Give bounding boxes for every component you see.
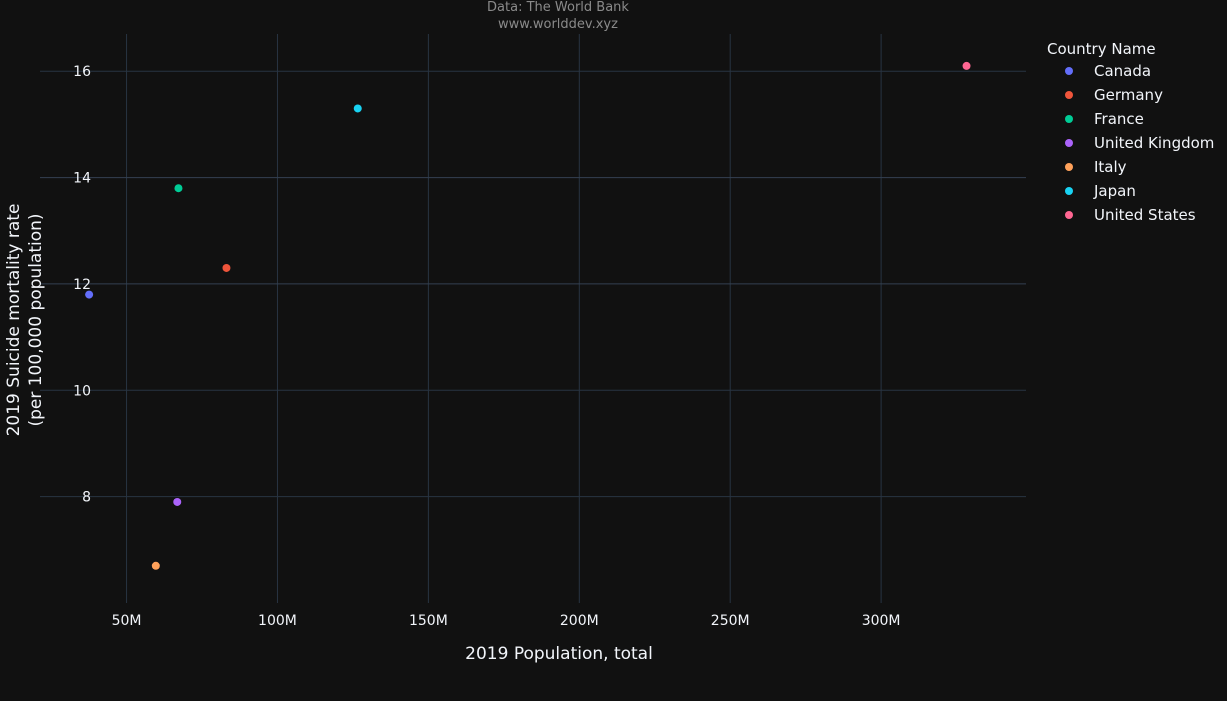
x-tick-label: 50M [112,613,142,629]
y-axis-title-line-1: 2019 Suicide mortality rate [4,204,24,437]
source-annotation-line-1: Data: The World Bank [487,0,629,15]
data-points [85,61,971,570]
y-tick-label: 16 [73,64,91,80]
legend-marker [1065,211,1073,219]
legend-item-united-kingdom[interactable]: United Kingdom [1065,134,1214,152]
data-point-france[interactable] [174,184,183,193]
legend-item-france[interactable]: France [1065,110,1144,128]
data-point-italy[interactable] [151,561,160,570]
x-tick-label: 300M [862,613,901,629]
legend-item-italy[interactable]: Italy [1065,158,1127,176]
legend-item-canada[interactable]: Canada [1065,62,1151,80]
data-point-united-kingdom[interactable] [173,497,182,506]
data-point-united-states[interactable] [962,61,971,70]
y-axis-title-line-2: (per 100,000 population) [26,213,46,426]
data-point-canada[interactable] [85,290,94,299]
legend-label: Japan [1093,182,1136,200]
x-axis-title: 2019 Population, total [465,644,653,664]
y-tick-label: 10 [73,383,91,399]
source-annotation-line-2: www.worlddev.xyz [498,17,618,32]
legend-marker [1065,163,1073,171]
legend-label: United Kingdom [1094,134,1214,152]
legend-label: Italy [1094,158,1127,176]
y-axis-title: 2019 Suicide mortality rate (per 100,000… [4,204,46,437]
data-point-germany[interactable] [222,263,231,272]
y-axis-ticks: 8 10 12 14 16 [73,64,91,505]
legend-title: Country Name [1047,40,1156,58]
legend-label: Canada [1094,62,1151,80]
y-tick-label: 14 [73,171,91,187]
y-tick-label: 12 [73,277,91,293]
x-tick-label: 100M [258,613,297,629]
legend-items: Canada Germany France United Kingdom Italy Ja… [1065,62,1214,224]
legend-marker [1065,139,1073,147]
legend-label: France [1094,110,1144,128]
legend-label: United States [1094,206,1196,224]
legend-marker [1065,187,1073,195]
grid [40,34,1026,603]
x-tick-label: 250M [711,613,750,629]
legend-label: Germany [1094,86,1163,104]
y-tick-label: 8 [82,490,91,506]
legend-marker [1065,115,1073,123]
legend-item-united-states[interactable]: United States [1065,206,1196,224]
legend: Country Name Canada Germany France United K… [1047,40,1214,224]
x-tick-label: 200M [560,613,599,629]
data-point-japan[interactable] [353,104,362,113]
legend-marker [1065,91,1073,99]
legend-item-japan[interactable]: Japan [1065,182,1136,200]
x-tick-label: 150M [409,613,448,629]
legend-marker [1065,67,1073,75]
x-axis-ticks: 50M 100M 150M 200M 250M 300M [112,613,901,629]
legend-item-germany[interactable]: Germany [1065,86,1163,104]
